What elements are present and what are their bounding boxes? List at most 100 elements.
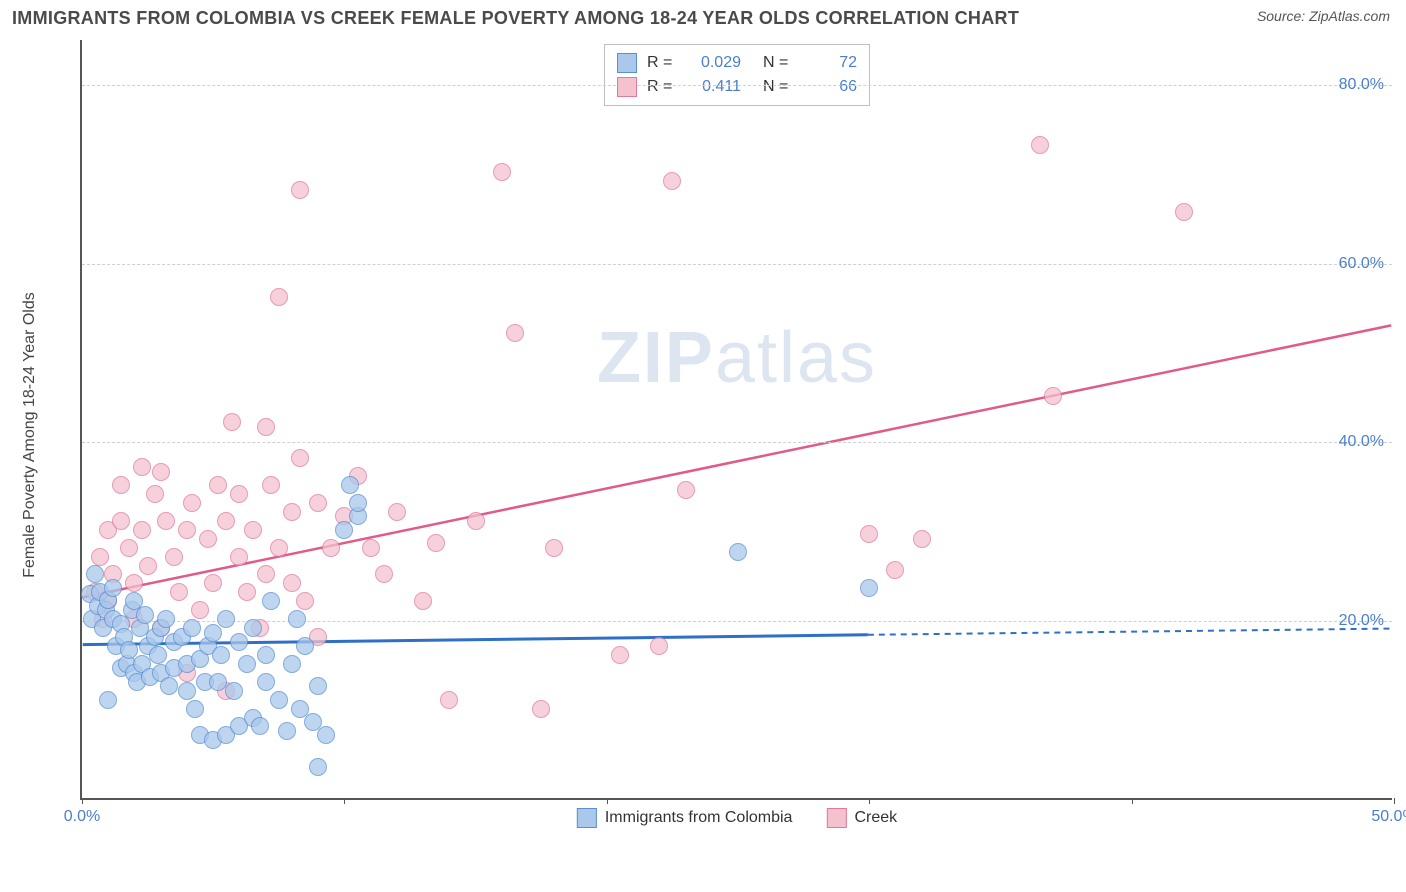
scatter-point: [191, 601, 209, 619]
scatter-point: [262, 592, 280, 610]
n-label: N =: [763, 78, 793, 96]
scatter-point: [283, 574, 301, 592]
scatter-point: [136, 606, 154, 624]
legend-label: Immigrants from Colombia: [605, 809, 793, 827]
x-tick: [1394, 798, 1395, 804]
series-legend: Immigrants from Colombia Creek: [577, 808, 897, 828]
legend-swatch: [617, 53, 637, 73]
gridline: [82, 621, 1392, 622]
scatter-point: [283, 655, 301, 673]
y-tick-label: 40.0%: [1339, 433, 1384, 451]
scatter-point: [204, 574, 222, 592]
scatter-point: [217, 610, 235, 628]
scatter-point: [341, 476, 359, 494]
scatter-point: [238, 583, 256, 601]
scatter-point: [178, 521, 196, 539]
scatter-point: [238, 655, 256, 673]
scatter-point: [212, 646, 230, 664]
scatter-point: [133, 458, 151, 476]
scatter-point: [291, 181, 309, 199]
scatter-point: [160, 677, 178, 695]
plot-region: ZIPatlas R =0.029N =72R =0.411N =66 Immi…: [80, 40, 1392, 800]
source-attribution: Source: ZipAtlas.com: [1257, 8, 1390, 24]
y-tick-label: 20.0%: [1339, 612, 1384, 630]
x-tick-label: 50.0%: [1371, 808, 1406, 826]
scatter-point: [257, 673, 275, 691]
scatter-point: [120, 539, 138, 557]
scatter-point: [362, 539, 380, 557]
scatter-point: [244, 619, 262, 637]
n-value: 72: [803, 54, 857, 72]
watermark: ZIPatlas: [597, 317, 877, 399]
x-tick: [607, 798, 608, 804]
scatter-point: [388, 503, 406, 521]
scatter-point: [209, 476, 227, 494]
scatter-point: [288, 610, 306, 628]
scatter-point: [677, 481, 695, 499]
scatter-point: [283, 503, 301, 521]
trend-line: [868, 629, 1391, 635]
n-value: 66: [803, 78, 857, 96]
scatter-point: [913, 530, 931, 548]
scatter-point: [139, 557, 157, 575]
scatter-point: [309, 494, 327, 512]
legend-row: R =0.411N =66: [617, 75, 857, 99]
legend-label: Creek: [854, 809, 897, 827]
scatter-point: [146, 485, 164, 503]
y-axis-label: Female Poverty Among 18-24 Year Olds: [21, 292, 39, 578]
scatter-point: [257, 646, 275, 664]
scatter-point: [650, 637, 668, 655]
scatter-point: [611, 646, 629, 664]
scatter-point: [225, 682, 243, 700]
scatter-point: [309, 677, 327, 695]
y-tick-label: 60.0%: [1339, 255, 1384, 273]
scatter-point: [149, 646, 167, 664]
scatter-point: [270, 288, 288, 306]
scatter-point: [230, 485, 248, 503]
x-tick: [344, 798, 345, 804]
scatter-point: [291, 449, 309, 467]
scatter-point: [165, 548, 183, 566]
scatter-point: [860, 525, 878, 543]
scatter-point: [860, 579, 878, 597]
scatter-point: [152, 463, 170, 481]
legend-item: Immigrants from Colombia: [577, 808, 793, 828]
scatter-point: [217, 512, 235, 530]
n-label: N =: [763, 54, 793, 72]
scatter-point: [729, 543, 747, 561]
scatter-point: [244, 521, 262, 539]
correlation-legend: R =0.029N =72R =0.411N =66: [604, 44, 870, 106]
scatter-point: [317, 726, 335, 744]
r-value: 0.029: [687, 54, 741, 72]
scatter-point: [309, 758, 327, 776]
chart-area: Female Poverty Among 18-24 Year Olds ZIP…: [52, 40, 1392, 830]
scatter-point: [506, 324, 524, 342]
scatter-point: [170, 583, 188, 601]
scatter-point: [414, 592, 432, 610]
gridline: [82, 442, 1392, 443]
gridline: [82, 264, 1392, 265]
x-tick: [869, 798, 870, 804]
scatter-point: [270, 691, 288, 709]
scatter-point: [104, 579, 122, 597]
scatter-point: [99, 691, 117, 709]
scatter-point: [493, 163, 511, 181]
r-label: R =: [647, 78, 677, 96]
scatter-point: [223, 413, 241, 431]
scatter-point: [257, 565, 275, 583]
x-tick: [1132, 798, 1133, 804]
x-tick: [82, 798, 83, 804]
scatter-point: [296, 637, 314, 655]
scatter-point: [91, 548, 109, 566]
scatter-point: [349, 494, 367, 512]
scatter-point: [199, 530, 217, 548]
scatter-point: [296, 592, 314, 610]
scatter-point: [125, 574, 143, 592]
scatter-point: [278, 722, 296, 740]
scatter-point: [262, 476, 280, 494]
scatter-point: [1031, 136, 1049, 154]
scatter-point: [375, 565, 393, 583]
scatter-point: [427, 534, 445, 552]
scatter-point: [440, 691, 458, 709]
scatter-point: [112, 512, 130, 530]
